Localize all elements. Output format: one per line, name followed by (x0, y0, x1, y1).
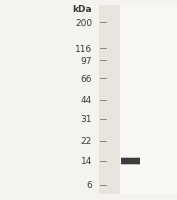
Text: 44: 44 (81, 96, 92, 104)
Text: 97: 97 (81, 57, 92, 65)
Text: 22: 22 (81, 137, 92, 145)
Bar (121, 158, 140, 164)
Bar (121, 163, 140, 165)
Bar (121, 157, 140, 159)
Text: 6: 6 (86, 181, 92, 189)
Text: 31: 31 (81, 115, 92, 123)
Bar (120, 6, 177, 194)
Text: 66: 66 (81, 75, 92, 83)
Text: 14: 14 (81, 157, 92, 165)
Text: kDa: kDa (72, 5, 92, 13)
Text: 116: 116 (75, 45, 92, 53)
Text: 200: 200 (75, 19, 92, 27)
Bar (99, 6, 120, 194)
